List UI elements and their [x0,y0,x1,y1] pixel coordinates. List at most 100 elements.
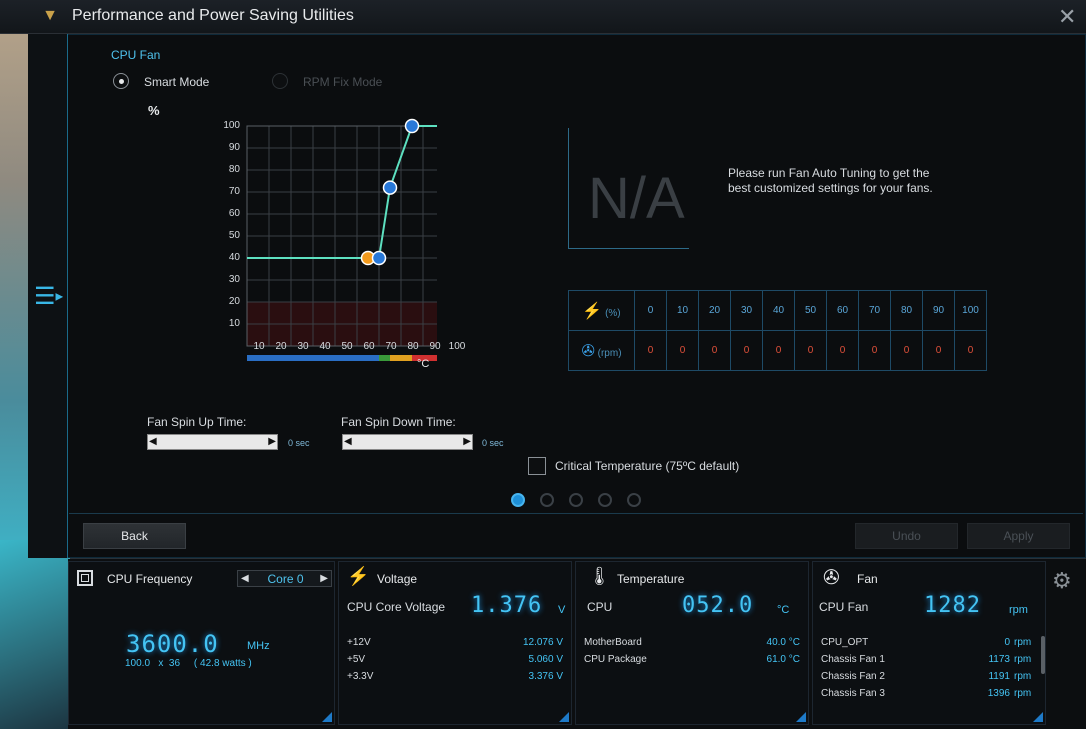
x-tick-label: 20 [275,341,287,352]
sensor-value: 12.076 V [522,637,563,648]
y-unit: % [148,103,160,118]
percent-cell: 80 [890,290,923,331]
y-tick-label: 10 [228,318,240,329]
sensor-value: 5.060 V [528,654,563,665]
rpm-cell: 0 [730,330,763,371]
curve-control-point[interactable] [371,250,387,266]
y-tick-label: 30 [228,274,240,285]
desktop-background-lower [0,540,70,729]
percent-label: (%) [605,307,621,319]
panel-corner-icon[interactable] [322,712,332,722]
cpu-frequency-title: CPU Frequency [107,572,193,586]
percent-cell: 20 [698,290,731,331]
percent-cell: 100 [954,290,987,331]
smart-mode-label: Smart Mode [144,75,210,89]
fan-icon: ✇ [581,342,595,360]
percent-cell: 60 [826,290,859,331]
right-arrow-icon[interactable]: ▶ [463,436,471,447]
sensor-value: 1191 [988,671,1010,682]
cpu-fan-unit: rpm [1009,604,1028,616]
curve-control-point[interactable] [382,180,398,195]
cpu-frequency-detail: 100.0 x 36 ( 42.8 watts ) [125,658,252,669]
back-button[interactable]: Back [83,523,186,549]
y-tick-label: 20 [228,296,240,307]
cpu-fan-value: 1282 [924,593,981,618]
panel-corner-icon[interactable] [559,712,569,722]
percent-cell: 40 [762,290,795,331]
x-tick-label: 60 [363,341,375,352]
auto-tuning-box [568,128,689,249]
sensor-value: 3.376 V [528,671,563,682]
x-tick-label: 50 [341,341,353,352]
smart-mode-radio[interactable] [113,73,129,89]
panel-corner-icon[interactable] [1033,712,1043,722]
page-dot[interactable] [511,493,525,507]
cpu-frequency-panel: CPU Frequency ◀ Core 0 ▶ 3600.0 MHz 100.… [68,561,335,725]
sensor-value: 1396 [987,688,1010,699]
temperature-zone [390,355,412,361]
page-dot[interactable] [540,493,554,507]
rpm-cell: 0 [826,330,859,371]
y-tick-label: 90 [228,142,240,153]
panel-corner-icon[interactable] [796,712,806,722]
voltage-panel: ⚡ Voltage CPU Core Voltage 1.376 V +12V 1… [338,561,572,725]
rpm-label: (rpm) [597,347,622,359]
spin-down-slider[interactable]: ◀ ▶ [342,434,473,450]
percent-cell: 0 [634,290,667,331]
sidebar: ☰▶ [28,34,68,558]
rpm-fix-mode-radio[interactable] [272,73,288,89]
percent-row: ⚡ (%) 0 10 20 30 40 50 60 70 80 90 100 [568,290,987,331]
fan-curve-svg[interactable] [137,103,437,383]
fan-icon: ✇ [823,567,840,589]
voltage-title: Voltage [377,572,418,586]
x-tick-label: 90 [429,341,441,352]
percent-cell: 70 [858,290,891,331]
critical-temp-label: Critical Temperature (75ºC default) [555,459,740,473]
critical-temp-checkbox[interactable] [528,457,546,475]
right-arrow-icon[interactable]: ▶ [268,436,276,447]
page-dot[interactable] [627,493,641,507]
prev-core-icon[interactable]: ◀ [241,573,249,584]
next-core-icon[interactable]: ▶ [320,573,328,584]
curve-control-point[interactable] [404,118,420,134]
core-selector[interactable]: ◀ Core 0 ▶ [237,570,332,587]
page-dot[interactable] [569,493,583,507]
apply-button[interactable]: Apply [967,523,1070,549]
sensor-label: Chassis Fan 2 [821,671,885,682]
sensor-unit: rpm [1014,637,1032,648]
cpu-temp-label: CPU [587,600,613,614]
undo-button[interactable]: Undo [855,523,958,549]
auto-tuning-value: N/A [588,166,685,231]
page-dot[interactable] [598,493,612,507]
left-arrow-icon[interactable]: ◀ [344,436,352,447]
rpm-cell: 0 [698,330,731,371]
cpu-chip-icon [77,570,93,586]
button-bar: Back Undo Apply [69,513,1083,557]
close-icon[interactable]: ✕ [1058,4,1077,29]
tuf-logo-icon: ▼ [42,7,58,24]
sensor-unit: rpm [1014,671,1032,682]
y-tick-label: 50 [228,230,240,241]
cpu-fan-label: CPU Fan [819,600,869,614]
sensor-label: +3.3V [347,671,374,682]
sensor-unit: rpm [1014,654,1032,665]
scrollbar[interactable] [1041,636,1045,674]
rpm-cell: 0 [890,330,923,371]
rpm-cell: 0 [666,330,699,371]
temperature-zone [412,355,437,361]
spin-up-slider[interactable]: ◀ ▶ [147,434,278,450]
left-arrow-icon[interactable]: ◀ [149,436,157,447]
fan-panel: ✇ Fan CPU Fan 1282 rpm CPU_OPT 0 rpm Chassi… [812,561,1046,725]
menu-expand-icon[interactable]: ☰▶ [34,283,64,310]
plot-frame [246,125,437,347]
gear-icon[interactable]: ⚙ [1052,568,1072,593]
x-tick-label: 80 [407,341,419,352]
sensor-value: 40.0 °C [766,637,800,648]
y-tick-label: 100 [223,120,240,131]
spin-down-label: Fan Spin Down Time: [341,415,456,429]
rpm-cell: 0 [954,330,987,371]
spin-down-value: 0 sec [482,438,504,448]
percent-cell: 50 [794,290,827,331]
cpu-core-voltage-label: CPU Core Voltage [347,600,446,614]
